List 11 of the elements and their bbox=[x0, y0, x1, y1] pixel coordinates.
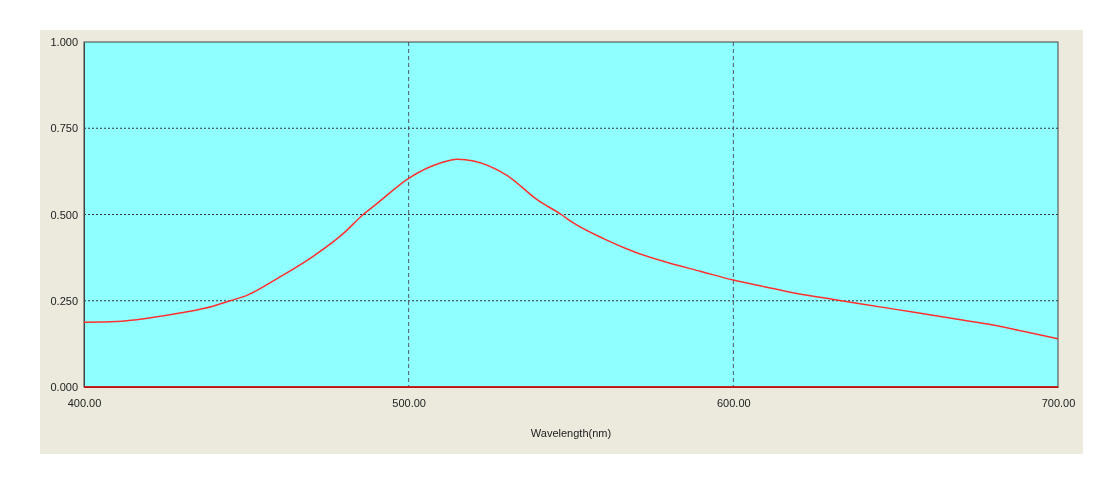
x-tick-label: 600.00 bbox=[717, 396, 751, 409]
y-tick-label: 0.750 bbox=[50, 122, 78, 135]
x-tick-label: 700.00 bbox=[1041, 396, 1076, 409]
y-tick-label: 0.500 bbox=[50, 208, 78, 221]
y-tick-label: 1.000 bbox=[50, 36, 78, 49]
x-axis-title: Wavelength(nm) bbox=[530, 427, 612, 439]
x-tick-label: 400.00 bbox=[67, 396, 102, 409]
line-series bbox=[83, 158, 1059, 340]
y-tick-label: 0.250 bbox=[50, 294, 78, 307]
y-tick-label: 0.000 bbox=[50, 381, 78, 394]
x-tick-label: 500.00 bbox=[392, 396, 426, 409]
